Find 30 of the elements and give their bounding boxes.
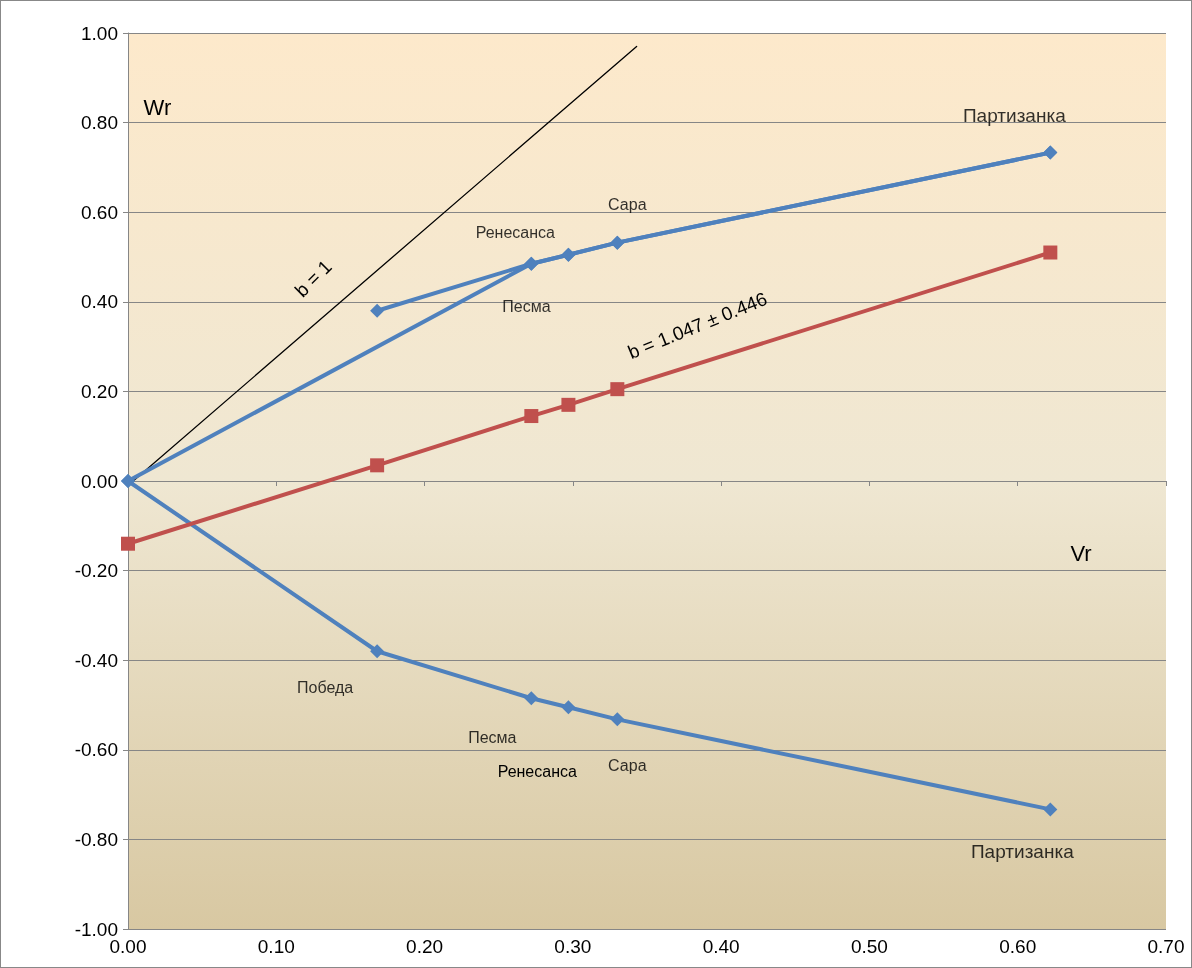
x-tick-label: 0.30 — [554, 936, 592, 957]
annotation: Партизанка — [962, 105, 1067, 127]
y-axis-title: Wr — [143, 95, 172, 121]
annotation: Ренесанса — [497, 762, 577, 780]
y-tick-label: 0.80 — [81, 112, 118, 134]
annotation: b = 1.047 ± 0.446 — [624, 288, 771, 364]
annotation: Песма — [468, 728, 517, 746]
x-tick-label: 0.60 — [999, 936, 1037, 957]
x-tick-label: 0.40 — [702, 936, 740, 957]
y-tick-label: -0.60 — [74, 739, 118, 761]
y-tick-label: 1.00 — [81, 22, 118, 44]
x-axis-title: Vr — [1070, 541, 1092, 567]
x-tick-label: 0.20 — [406, 936, 444, 957]
annotation: b = 1 — [290, 255, 336, 302]
x-tick-label: 0.70 — [1147, 936, 1185, 957]
x-tick-label: 0.10 — [257, 936, 295, 957]
y-tick-label: -0.40 — [74, 649, 118, 671]
annotation: Песма — [502, 298, 551, 316]
y-tick-label: 0.60 — [81, 201, 118, 223]
y-tick-label: 0.40 — [81, 291, 118, 313]
y-tick-label: 0.20 — [81, 380, 118, 402]
annotation: Сара — [608, 756, 647, 774]
y-tick-label: 0.00 — [81, 470, 118, 492]
annotation: Победа — [297, 678, 354, 696]
annotation: Ренесанса — [475, 224, 556, 242]
y-tick-label: -0.20 — [74, 560, 118, 582]
annotation: Сара — [608, 196, 647, 214]
x-tick-label: 0.50 — [850, 936, 888, 957]
y-tick-label: -0.80 — [74, 828, 118, 850]
annotation: Партизанка — [970, 840, 1075, 862]
